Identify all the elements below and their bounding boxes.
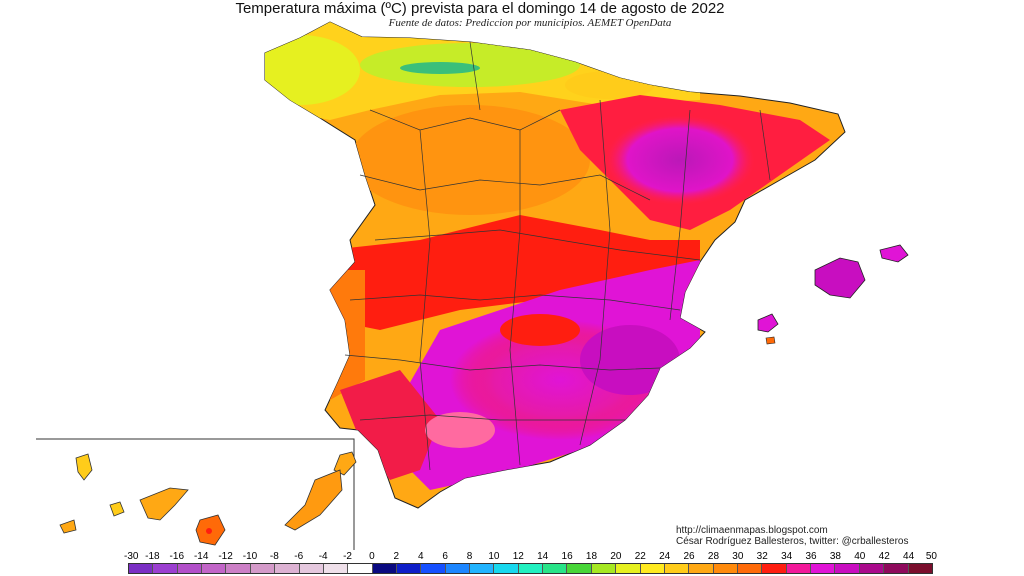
ibiza-shape	[757, 313, 779, 333]
scale-swatch	[129, 564, 154, 573]
tenerife-shape	[139, 487, 189, 521]
scale-label: 12	[512, 551, 524, 562]
scale-swatch	[470, 564, 495, 573]
data-source: Fuente de datos: Prediccion por municipi…	[388, 17, 672, 29]
scale-bar	[128, 563, 933, 574]
scale-swatch	[689, 564, 714, 573]
scale-swatch	[153, 564, 178, 573]
mallorca-shape	[814, 257, 866, 299]
credit-author: César Rodríguez Ballesteros, twitter: @c…	[676, 536, 909, 547]
scale-label: 0	[369, 551, 375, 562]
scale-swatch	[786, 564, 812, 573]
scale-label: 40	[854, 551, 866, 562]
credit-block: http://climaenmapas.blogspot.com César R…	[676, 525, 908, 547]
scale-label: -2	[343, 551, 352, 562]
canary-islands	[59, 451, 357, 546]
scale-swatch	[835, 564, 860, 573]
scale-label: 2	[393, 551, 400, 562]
scale-label: 44	[903, 551, 915, 562]
scale-swatch	[518, 564, 544, 573]
scale-label: 8	[466, 551, 473, 562]
fuerteventura-shape	[284, 469, 343, 531]
scale-swatch	[226, 564, 251, 573]
scale-label: 14	[537, 551, 549, 562]
scale-swatch	[177, 564, 203, 573]
scale-swatch	[762, 564, 787, 573]
scale-swatch	[372, 564, 397, 573]
scale-swatch	[567, 564, 592, 573]
scale-swatch	[543, 564, 568, 573]
scale-label: 30	[732, 551, 744, 562]
scale-swatch	[908, 564, 932, 573]
la-gomera-shape	[109, 501, 125, 517]
scale-swatch	[811, 564, 836, 573]
scale-label: 22	[634, 551, 646, 562]
map-title: Temperatura máxima (ºC) prevista para el…	[235, 0, 725, 17]
scale-swatch	[202, 564, 227, 573]
scale-label: -18	[145, 551, 160, 562]
scale-label: -14	[193, 551, 209, 562]
scale-label: 4	[417, 551, 424, 562]
scale-label: 28	[707, 551, 720, 562]
scale-swatch	[323, 564, 349, 573]
credit-url: http://climaenmapas.blogspot.com	[676, 525, 828, 536]
scale-label: 18	[585, 551, 598, 562]
el-hierro-shape	[59, 519, 77, 534]
scale-swatch	[250, 564, 276, 573]
scale-swatch	[275, 564, 300, 573]
scale-swatch	[591, 564, 617, 573]
scale-label: 16	[561, 551, 573, 562]
scale-swatch	[396, 564, 422, 573]
scale-swatch	[884, 564, 909, 573]
scale-label: 20	[610, 551, 622, 562]
formentera-shape	[765, 336, 776, 345]
scale-label: 6	[442, 551, 448, 562]
scale-label: 42	[878, 551, 890, 562]
scale-swatch	[299, 564, 324, 573]
scale-swatch	[421, 564, 446, 573]
la-palma-shape	[75, 453, 93, 481]
scale-label: -8	[269, 551, 279, 562]
scale-swatch	[348, 564, 373, 573]
scale-label: 34	[781, 551, 793, 562]
scale-swatch	[640, 564, 665, 573]
canary-inset-frame	[36, 438, 355, 550]
scale-label: 32	[756, 551, 768, 562]
scale-swatch	[616, 564, 641, 573]
scale-swatch	[859, 564, 885, 573]
scale-label: -10	[242, 551, 258, 562]
scale-label: 38	[829, 551, 841, 562]
scale-swatch	[737, 564, 763, 573]
scale-label: 50	[925, 551, 937, 562]
scale-label: 36	[805, 551, 817, 562]
scale-label: -30	[124, 551, 139, 562]
province-borders	[344, 41, 771, 471]
scale-label: -4	[318, 551, 328, 562]
scale-labels: -30 -18 -16 -14 -12 -10 -8 -6 -4 -2 0 2 4 6 8 10 12 14 16 1…	[124, 551, 937, 563]
lanzarote-shape	[333, 451, 357, 476]
scale-label: -16	[169, 551, 185, 562]
color-scale-legend: -30 -18 -16 -14 -12 -10 -8 -6 -4 -2 0 2 4 6 8 10 12 14 16 1…	[124, 551, 937, 575]
scale-label: -12	[218, 551, 233, 562]
menorca-shape	[879, 244, 909, 263]
scale-label: -6	[294, 551, 304, 562]
scale-swatch	[445, 564, 471, 573]
scale-swatch	[494, 564, 519, 573]
scale-label: 24	[659, 551, 671, 562]
scale-label: 26	[683, 551, 695, 562]
scale-swatch	[664, 564, 690, 573]
scale-swatch	[713, 564, 738, 573]
scale-label: 10	[488, 551, 500, 562]
temperature-map	[36, 21, 909, 550]
